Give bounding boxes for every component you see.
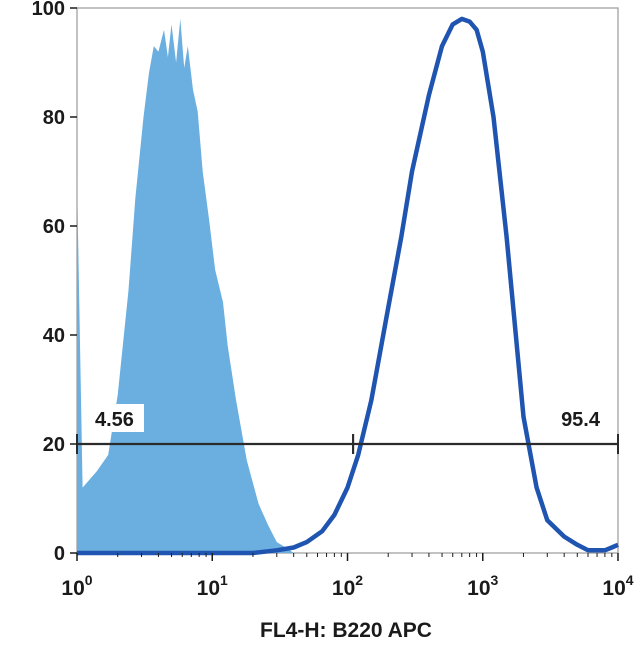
series-1-line [77, 16, 619, 556]
y-tick-label-100: 100 [32, 0, 65, 20]
gate-0-label-bg [90, 404, 144, 432]
x-axis: 100 101 102 103 104 [61, 553, 634, 600]
x-tick-label-4: 104 [602, 572, 633, 600]
gate-0-label: 4.56 [95, 409, 134, 431]
x-axis-title: FL4-H: B220 APC [260, 619, 432, 642]
y-axis: 0 20 40 60 80 100 [32, 0, 77, 565]
y-tick-label-40: 40 [43, 325, 65, 347]
x-tick-label-3: 103 [467, 572, 498, 600]
gate-1-label: 95.4 [561, 409, 601, 431]
y-tick-label-60: 60 [43, 216, 65, 238]
x-tick-label-0: 100 [61, 572, 92, 600]
y-tick-label-80: 80 [43, 107, 65, 129]
y-tick-label-0: 0 [54, 543, 65, 565]
x-tick-label-2: 102 [332, 572, 363, 600]
y-tick-label-20: 20 [43, 434, 65, 456]
x-tick-label-1: 101 [197, 572, 228, 600]
series-0-area [77, 18, 294, 553]
gate-1-label-bg [551, 404, 605, 432]
plot-area: 4.56 95.4 [76, 7, 619, 556]
